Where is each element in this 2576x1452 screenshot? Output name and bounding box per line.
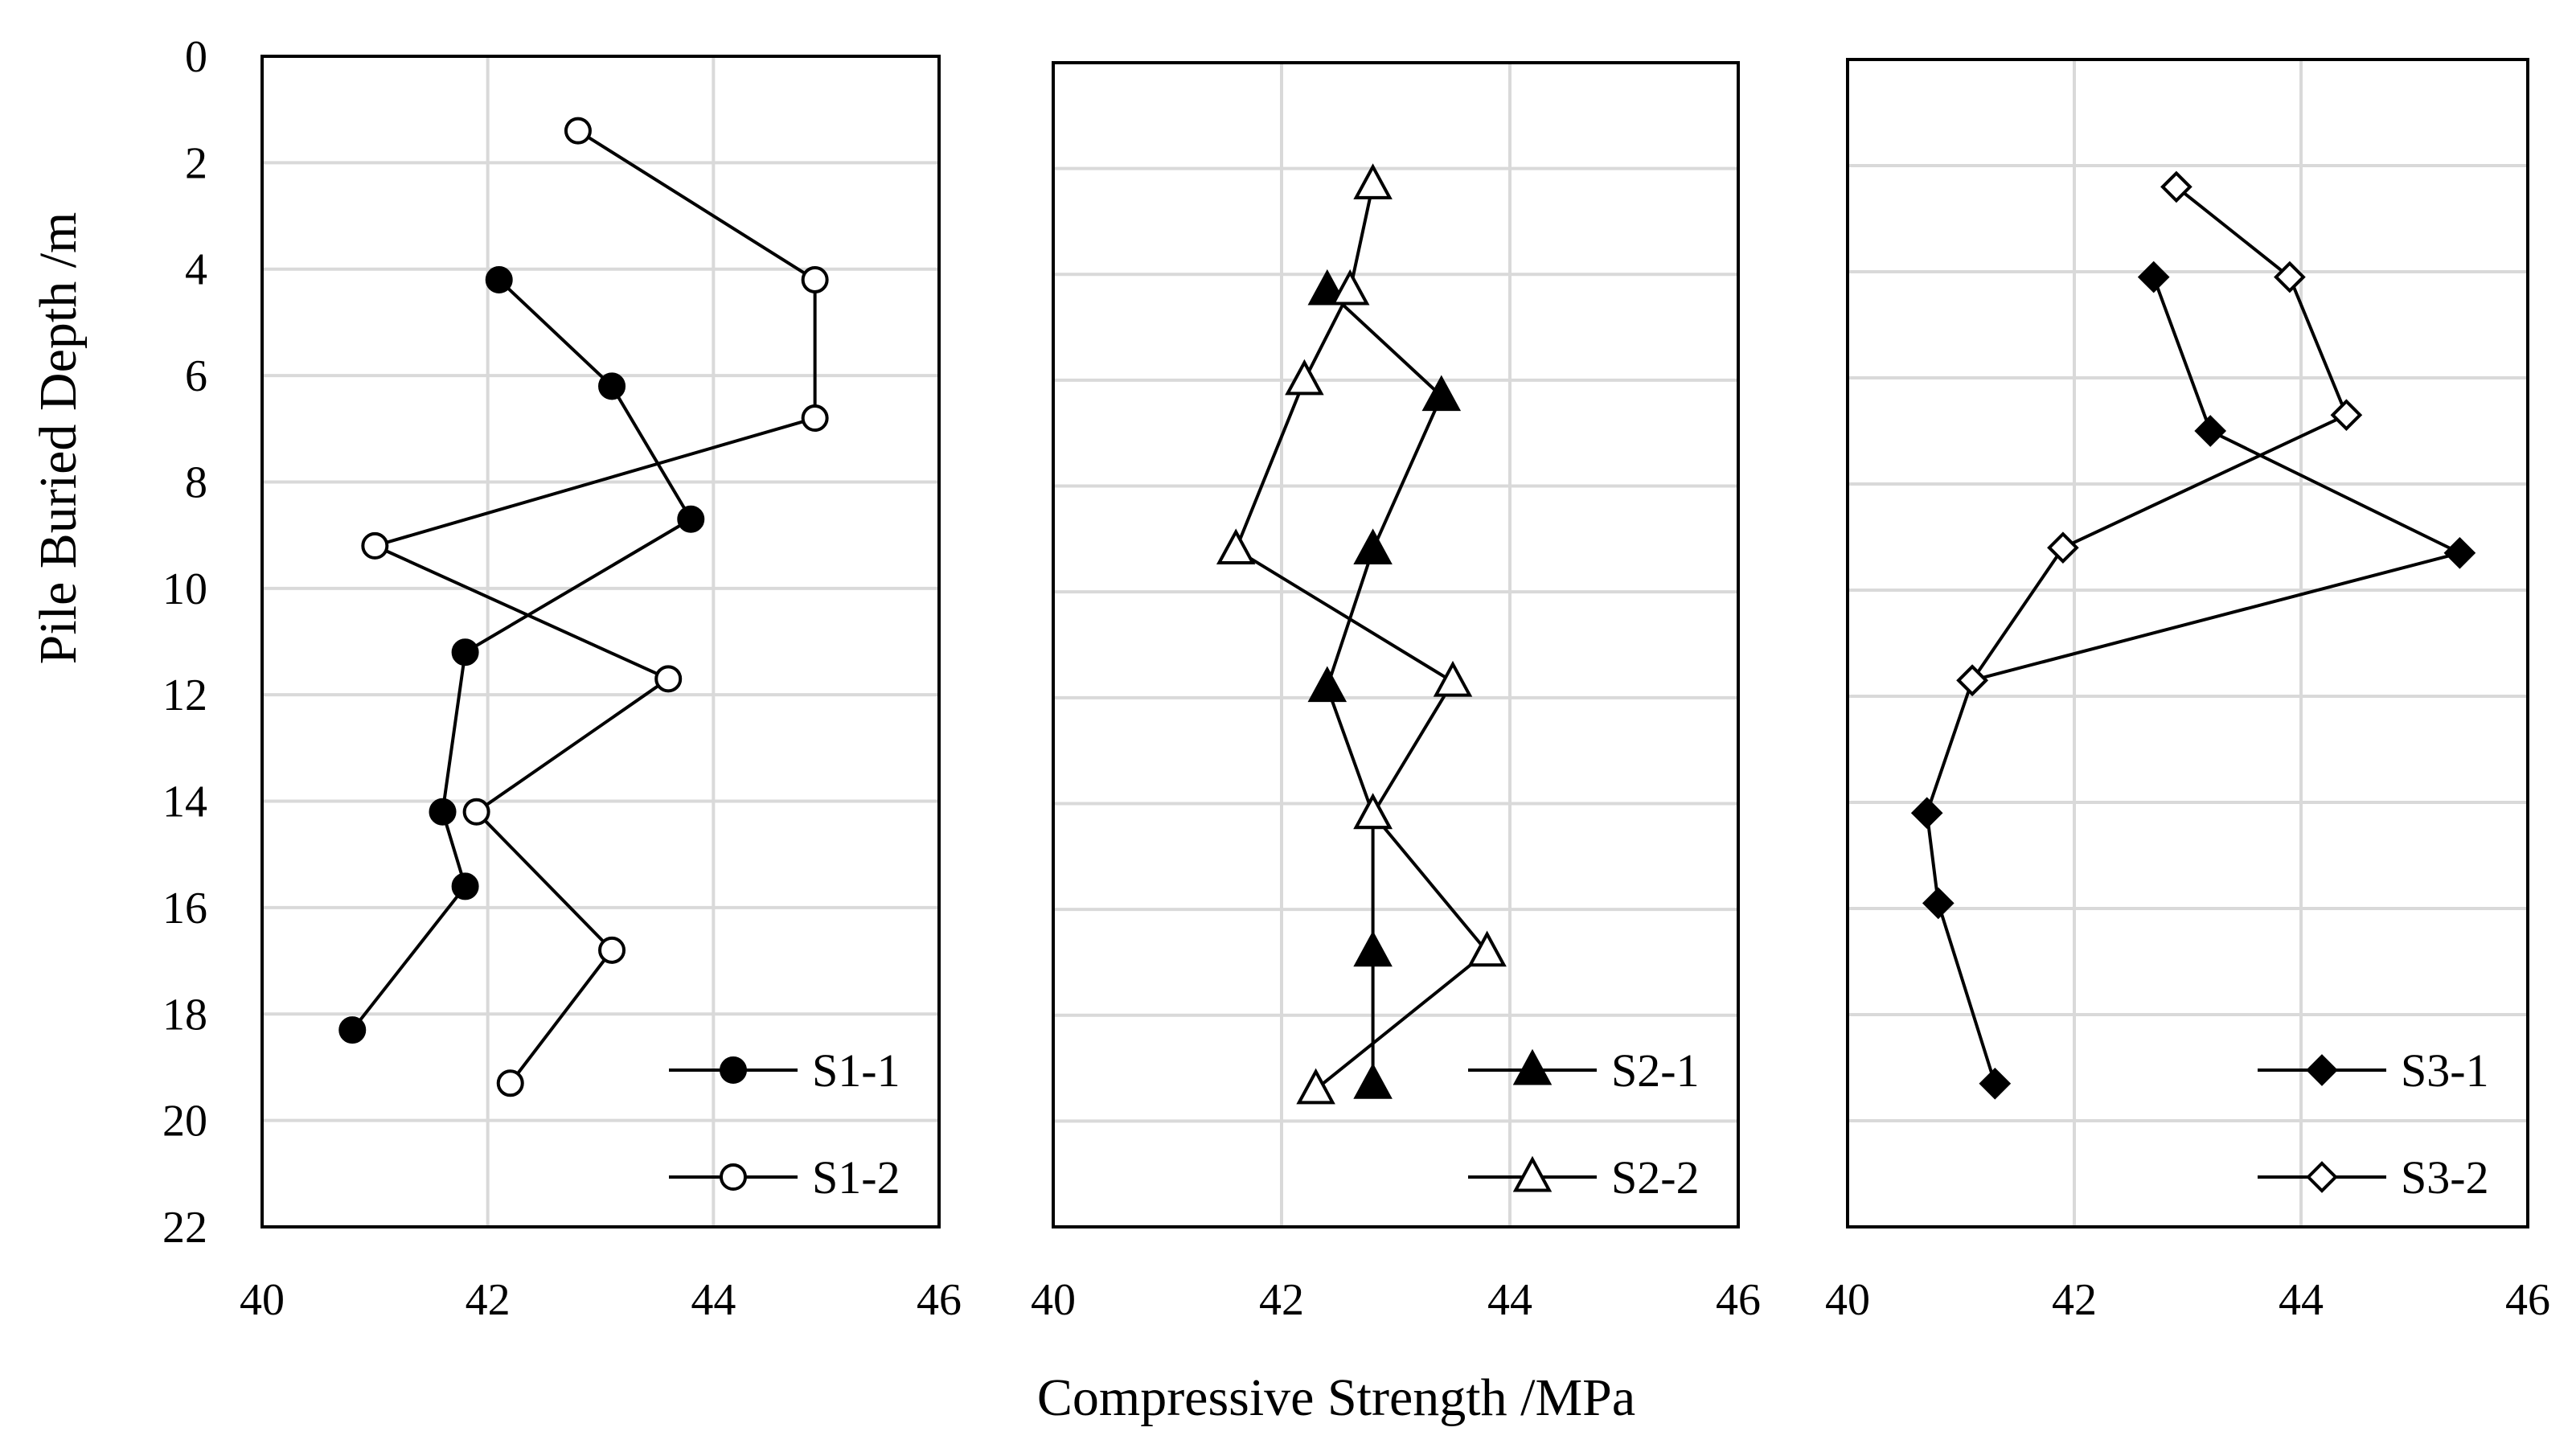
data-point-S2-1 [1353, 930, 1393, 967]
data-point-S3-1 [1922, 887, 1955, 920]
plot-area [1848, 59, 2528, 1227]
x-tick-label: 44 [1487, 1275, 1532, 1325]
data-point-S1-1 [429, 798, 457, 826]
y-tick-label: 4 [185, 245, 207, 295]
data-point-S2-1 [1307, 666, 1347, 703]
x-tick-label: 40 [1031, 1275, 1076, 1325]
legend-marker-S2-2 [1512, 1155, 1553, 1192]
y-tick-label: 16 [162, 884, 207, 933]
data-point-S3-1 [2137, 260, 2170, 293]
x-tick-label: 42 [1259, 1275, 1304, 1325]
y-tick-label: 18 [162, 990, 207, 1040]
data-point-S1-2 [598, 936, 626, 964]
data-point-S3-1 [1979, 1067, 2012, 1100]
legend-marker-S3-2 [2306, 1161, 2338, 1193]
data-point-S1-1 [677, 505, 705, 533]
series-S2-2 [1216, 163, 1507, 1105]
y-tick-label: 22 [162, 1203, 207, 1253]
x-tick-label: 42 [2052, 1275, 2097, 1325]
y-tick-label: 14 [162, 777, 207, 827]
legend-label-S2-1: S2-1 [1611, 1044, 1700, 1097]
plot-frame [260, 55, 941, 1228]
legend-label-S3-1: S3-1 [2401, 1044, 2489, 1097]
series-S1-2 [361, 117, 829, 1097]
x-tick-label: 40 [1825, 1275, 1870, 1325]
series-S3-2 [1956, 170, 2363, 697]
data-point-S3-2 [2274, 260, 2306, 293]
data-point-S3-1 [1910, 797, 1943, 830]
x-tick-label: 44 [691, 1275, 736, 1325]
data-point-S1-2 [801, 404, 829, 433]
series-line-S1-2 [373, 129, 817, 1085]
y-tick-label: 20 [162, 1097, 207, 1146]
y-tick-label: 6 [185, 351, 207, 401]
data-point-S2-1 [1353, 1063, 1393, 1099]
data-point-S2-1 [1421, 375, 1462, 412]
legend-label-S2-2: S2-2 [1611, 1151, 1700, 1204]
y-tick-label: 10 [162, 564, 207, 614]
y-axis-title: Pile Buried Depth /m [29, 212, 88, 665]
data-point-S1-2 [361, 531, 389, 560]
x-tick-label: 40 [240, 1275, 285, 1325]
data-point-S2-2 [1353, 793, 1393, 830]
data-point-S1-1 [451, 872, 479, 900]
series-S1-1 [338, 265, 705, 1044]
legend-marker-S1-1 [720, 1056, 747, 1084]
legend: S1-1 S1-2 [669, 1044, 900, 1204]
x-axis-title: Compressive Strength /MPa [1037, 1368, 1635, 1427]
data-point-S1-2 [462, 798, 490, 826]
data-point-S2-2 [1296, 1068, 1335, 1105]
legend-label-S1-1: S1-1 [812, 1044, 900, 1097]
data-point-S2-1 [1353, 528, 1393, 565]
data-point-S3-2 [2047, 531, 2079, 564]
data-point-S2-2 [1467, 930, 1507, 967]
chart-panel-2: 40 42 44 46 S2-1 S2-2 [1031, 61, 1761, 1325]
legend-label-S3-2: S3-2 [2401, 1151, 2489, 1204]
x-tick-label: 42 [466, 1275, 511, 1325]
data-point-S3-1 [2443, 536, 2476, 569]
data-point-S2-2 [1433, 660, 1473, 697]
chart-panel-3: 40 42 44 46 S3-1 S3-2 [1825, 58, 2550, 1325]
data-point-S2-2 [1216, 528, 1256, 565]
data-point-S2-2 [1285, 359, 1324, 396]
series-line-S2-2 [1234, 183, 1489, 1091]
legend-marker-S2-1 [1512, 1048, 1553, 1085]
x-tick-label: 46 [2505, 1275, 2550, 1325]
plot-frame [1052, 61, 1740, 1228]
data-point-S2-2 [1330, 269, 1370, 306]
legend-marker-S1-2 [720, 1163, 747, 1191]
legend-marker-S3-1 [2306, 1054, 2338, 1086]
legend: S3-1 S3-2 [2258, 1044, 2489, 1204]
x-tick-label: 46 [917, 1275, 962, 1325]
data-point-S1-1 [338, 1016, 367, 1044]
plot-area [262, 56, 939, 1227]
data-point-S3-1 [2194, 415, 2227, 447]
data-point-S1-2 [801, 265, 829, 293]
y-tick-label: 0 [185, 32, 207, 82]
y-tick-label: 8 [185, 457, 207, 507]
legend: S2-1 S2-2 [1468, 1044, 1700, 1204]
y-tick-label: 2 [185, 138, 207, 188]
plot-area [1053, 63, 1738, 1227]
data-point-S1-2 [654, 665, 683, 693]
y-tick-label: 12 [162, 671, 207, 720]
data-point-S1-1 [598, 372, 626, 400]
data-point-S1-1 [485, 265, 513, 293]
data-point-S3-2 [2330, 399, 2363, 432]
legend-label-S1-2: S1-2 [812, 1151, 900, 1204]
data-point-S3-2 [1956, 664, 1988, 697]
data-point-S1-2 [496, 1069, 524, 1097]
data-point-S1-2 [564, 117, 592, 145]
plot-frame [1846, 58, 2529, 1228]
x-tick-label: 44 [2279, 1275, 2324, 1325]
data-point-S3-2 [2160, 170, 2192, 203]
data-point-S2-2 [1353, 163, 1393, 199]
data-point-S1-1 [451, 638, 479, 667]
x-tick-label: 46 [1716, 1275, 1761, 1325]
